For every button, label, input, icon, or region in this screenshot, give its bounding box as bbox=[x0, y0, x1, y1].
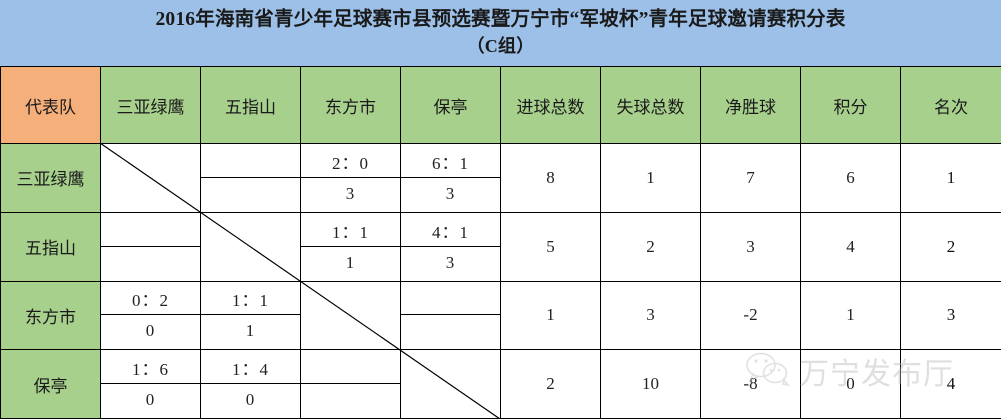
row-rank: 1 bbox=[900, 143, 1001, 213]
table-row: 保亭 1：6 0 1：4 0 2 10 -8 0 4 bbox=[0, 349, 1001, 419]
header-cell-opp-4: 保亭 bbox=[400, 66, 501, 144]
row-goals-for: 1 bbox=[500, 280, 601, 351]
row-goals-for: 2 bbox=[500, 349, 601, 419]
row-team-name: 东方市 bbox=[0, 280, 101, 351]
row-rank: 3 bbox=[900, 280, 1001, 351]
row-goals-for: 5 bbox=[500, 211, 601, 282]
row-goal-diff: 3 bbox=[700, 211, 801, 282]
match-cell bbox=[400, 280, 501, 351]
match-cell bbox=[200, 211, 301, 282]
match-score: 1：1 bbox=[301, 215, 400, 247]
row-goals-against: 2 bbox=[600, 211, 701, 282]
match-cell bbox=[400, 349, 501, 419]
match-score: 4：1 bbox=[401, 215, 500, 247]
row-team-name: 保亭 bbox=[0, 349, 101, 419]
header-cell-team: 代表队 bbox=[0, 66, 101, 144]
match-score: 6：1 bbox=[401, 146, 500, 178]
match-points bbox=[301, 384, 400, 416]
header-cell-opp-2: 五指山 bbox=[200, 66, 301, 144]
match-score bbox=[401, 283, 500, 316]
header-cell-opp-3: 东方市 bbox=[300, 66, 401, 144]
header-cell-rank: 名次 bbox=[900, 66, 1001, 144]
match-points: 1 bbox=[345, 252, 356, 272]
match-cell: 1：1 1 bbox=[300, 211, 401, 282]
match-cell: 4：1 3 bbox=[400, 211, 501, 282]
match-points bbox=[301, 315, 400, 347]
match-points bbox=[101, 247, 200, 279]
row-goals-against: 10 bbox=[600, 349, 701, 419]
row-rank: 4 bbox=[900, 349, 1001, 419]
match-points: 0 bbox=[245, 390, 256, 410]
match-score bbox=[401, 352, 500, 384]
match-score: 2：0 bbox=[301, 146, 400, 178]
match-score bbox=[301, 283, 400, 315]
row-points: 1 bbox=[800, 280, 901, 351]
header-cell-goals-for: 进球总数 bbox=[500, 66, 601, 144]
table-row: 五指山 1：1 1 4：1 3 5 2 3 4 2 bbox=[0, 211, 1001, 282]
row-rank: 2 bbox=[900, 211, 1001, 282]
match-cell: 2：0 3 bbox=[300, 143, 401, 213]
match-cell bbox=[300, 349, 401, 419]
match-points bbox=[101, 178, 200, 210]
match-score: 0：2 bbox=[101, 283, 200, 316]
match-cell bbox=[300, 280, 401, 351]
row-points: 6 bbox=[800, 143, 901, 213]
row-points: 0 bbox=[800, 349, 901, 419]
match-score bbox=[101, 146, 200, 178]
match-cell: 0：2 0 bbox=[100, 280, 201, 351]
table-row: 东方市 0：2 0 1：1 1 1 3 -2 1 3 bbox=[0, 280, 1001, 351]
header-cell-goals-against: 失球总数 bbox=[600, 66, 701, 144]
row-goal-diff: -2 bbox=[700, 280, 801, 351]
match-score bbox=[201, 146, 300, 178]
row-team-name: 三亚绿鹰 bbox=[0, 143, 101, 213]
match-cell: 1：4 0 bbox=[200, 349, 301, 419]
row-goals-against: 1 bbox=[600, 143, 701, 213]
match-score bbox=[201, 215, 300, 247]
row-goals-for: 8 bbox=[500, 143, 601, 213]
row-goals-against: 3 bbox=[600, 280, 701, 351]
match-cell: 1：6 0 bbox=[100, 349, 201, 419]
header-cell-points: 积分 bbox=[800, 66, 901, 144]
match-points bbox=[201, 247, 300, 279]
match-points bbox=[201, 178, 300, 210]
match-points bbox=[401, 315, 500, 347]
match-score bbox=[101, 215, 200, 247]
table-header-row: 代表队 三亚绿鹰 五指山 东方市 保亭 进球总数 失球总数 净胜球 积分 名次 bbox=[0, 66, 1001, 144]
match-points: 1 bbox=[245, 321, 256, 341]
match-points bbox=[401, 384, 500, 416]
match-cell bbox=[100, 211, 201, 282]
match-score bbox=[301, 352, 400, 385]
match-score: 1：6 bbox=[101, 352, 200, 385]
row-team-name: 五指山 bbox=[0, 211, 101, 282]
title-banner: 2016年海南省青少年足球赛市县预选赛暨万宁市“军坡杯”青年足球邀请赛积分表 （… bbox=[0, 0, 1001, 66]
match-points: 0 bbox=[145, 390, 156, 410]
match-points: 0 bbox=[145, 321, 156, 341]
match-points: 3 bbox=[445, 183, 456, 203]
match-cell: 1：1 1 bbox=[200, 280, 301, 351]
header-cell-opp-1: 三亚绿鹰 bbox=[100, 66, 201, 144]
row-points: 4 bbox=[800, 211, 901, 282]
page-title-line-2: （C组） bbox=[466, 36, 535, 56]
row-goal-diff: 7 bbox=[700, 143, 801, 213]
standings-table: 代表队 三亚绿鹰 五指山 东方市 保亭 进球总数 失球总数 净胜球 积分 名次 … bbox=[0, 66, 1001, 419]
table-body: 三亚绿鹰 2：0 3 6：1 3 8 1 7 6 1 五指山 1：1 1 4：1 3 5 2 3 4 2 东方市 0：2 0… bbox=[0, 143, 1001, 419]
match-cell bbox=[200, 143, 301, 213]
header-cell-goal-diff: 净胜球 bbox=[700, 66, 801, 144]
match-score: 1：4 bbox=[201, 352, 300, 385]
match-cell bbox=[100, 143, 201, 213]
match-points: 3 bbox=[345, 183, 356, 203]
match-points: 3 bbox=[445, 252, 456, 272]
match-score: 1：1 bbox=[201, 283, 300, 316]
table-row: 三亚绿鹰 2：0 3 6：1 3 8 1 7 6 1 bbox=[0, 143, 1001, 213]
match-cell: 6：1 3 bbox=[400, 143, 501, 213]
page-title-line-1: 2016年海南省青少年足球赛市县预选赛暨万宁市“军坡杯”青年足球邀请赛积分表 bbox=[155, 9, 846, 30]
row-goal-diff: -8 bbox=[700, 349, 801, 419]
